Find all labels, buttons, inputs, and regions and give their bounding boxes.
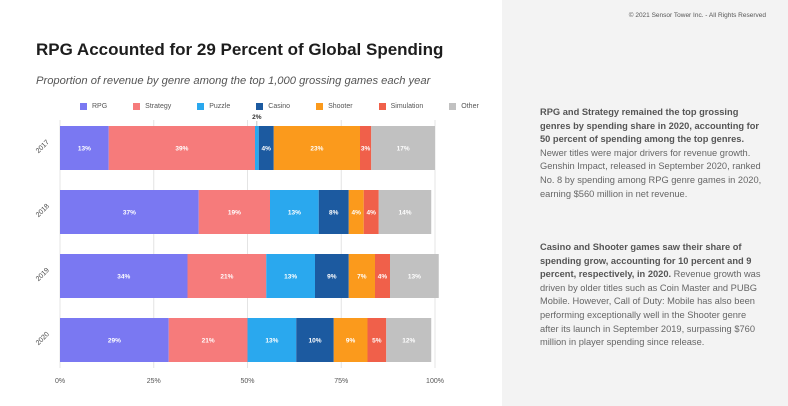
bar-segment-rpg-2017 [60,126,109,170]
legend-item-shooter: Shooter [316,102,353,110]
data-label: 9% [327,274,337,281]
data-label: 4% [378,274,388,281]
legend-swatch [133,102,141,110]
legend-label: Casino [268,102,291,110]
legend-label: Puzzle [209,102,231,110]
data-label: 29% [108,338,121,345]
bar-segment-simulation-2018 [363,190,379,234]
paragraph-2-highlight: Casino and Shooter games saw their share… [540,242,752,280]
legend-swatch [256,102,264,110]
data-label: 23% [310,146,323,153]
y-tick-label: 2019 [35,267,51,283]
legend-item-strategy: Strategy [133,102,172,110]
bar-segment-casino-2017 [258,126,274,170]
legend-swatch [80,102,87,110]
data-label: 12% [402,338,415,345]
legend-label: Other [461,102,479,110]
legend-item-simulation: Simulation [378,102,424,110]
data-label: 3% [361,146,371,153]
chart-panel: RPG Accounted for 29 Percent of Global S… [34,40,479,385]
data-label: 4% [352,210,362,217]
bar-segment-other-2017 [371,126,435,170]
bar-segment-rpg-2018 [60,190,199,234]
y-tick-label: 2020 [35,331,51,347]
legend-swatch [449,102,457,110]
data-label: 34% [117,274,130,281]
bar-segment-simulation-2020 [367,318,387,362]
data-label: 13% [288,210,301,217]
bar-segment-puzzle-2020 [247,318,297,362]
data-label: 21% [202,338,215,345]
bar-segment-shooter-2017 [273,126,360,170]
paragraph-1-body: Newer titles were major drivers for reve… [540,147,762,199]
y-tick-label: 2018 [35,203,51,219]
bar-segment-simulation-2017 [360,126,372,170]
data-label: 13% [284,274,297,281]
data-label: 13% [265,338,278,345]
bar-segment-casino-2020 [296,318,334,362]
bar-segment-puzzle-2018 [270,190,319,234]
bar-segment-strategy-2019 [187,254,267,298]
x-tick-label: 0% [55,378,65,385]
commentary-paragraph-1: RPG and Strategy remained the top grossi… [540,106,764,201]
paragraph-1-highlight: RPG and Strategy remained the top grossi… [540,107,760,145]
legend-label: RPG [92,102,108,110]
copyright-text: © 2021 Sensor Tower Inc. - All Rights Re… [628,12,766,19]
bar-segment-shooter-2018 [348,190,364,234]
bar-segment-strategy-2018 [198,190,270,234]
bar-segment-rpg-2020 [60,318,169,362]
data-label: 19% [228,210,241,217]
chart-legend: RPG Strategy Puzzle Casino Shooter Simulation… [80,101,479,111]
commentary-paragraph-2: Casino and Shooter games saw their share… [540,241,764,350]
commentary-panel: © 2021 Sensor Tower Inc. - All Rights Re… [502,0,788,406]
data-label: 37% [123,210,136,217]
chart-subtitle: Proportion of revenue by genre among the… [36,75,431,87]
data-label: 13% [408,274,421,281]
data-label: 13% [78,146,91,153]
bar-segment-simulation-2019 [375,254,390,298]
bar-segment-rpg-2019 [60,254,188,298]
x-tick-label: 100% [426,378,444,385]
bar-segment-puzzle-2019 [266,254,315,298]
legend-item-rpg: RPG [80,102,108,110]
annotation-label: 2% [252,114,262,121]
bar-segment-other-2018 [378,190,432,234]
data-label: 14% [398,210,411,217]
bar-segment-casino-2018 [318,190,349,234]
legend-swatch [378,102,386,110]
legend-item-casino: Casino [256,102,291,110]
x-tick-label: 50% [240,378,254,385]
data-label: 7% [357,274,367,281]
bar-segment-casino-2019 [315,254,349,298]
y-tick-label: 2017 [35,139,51,155]
bar-segment-shooter-2020 [333,318,368,362]
legend-label: Shooter [328,102,353,110]
data-label: 5% [372,338,382,345]
data-label: 8% [329,210,339,217]
bar-segment-strategy-2020 [168,318,248,362]
data-label: 17% [397,146,410,153]
data-label: 21% [220,274,233,281]
bar-segment-other-2019 [390,254,439,298]
legend-swatch [197,102,205,110]
legend-swatch [316,102,324,110]
data-label: 4% [262,146,272,153]
bar-segment-shooter-2019 [348,254,375,298]
data-label: 10% [308,338,321,345]
legend-label: Simulation [390,102,424,110]
bar-segment-puzzle-2017 [255,126,259,170]
bar-segment-strategy-2017 [108,126,255,170]
legend-item-puzzle: Puzzle [197,102,231,110]
legend-label: Strategy [145,102,172,110]
stacked-bar-chart: 0% 25% 50% 75% 100% 2017 13% 39% 4% 23% 3% 17% 2018 3… [35,114,444,385]
x-tick-label: 25% [147,378,161,385]
chart-title: RPG Accounted for 29 Percent of Global S… [36,40,444,59]
x-tick-label: 75% [334,378,348,385]
data-label: 9% [346,338,356,345]
data-label: 4% [367,210,377,217]
paragraph-2-body: Revenue growth was driven by older title… [540,269,761,348]
legend-item-other: Other [449,102,479,110]
bar-segment-other-2020 [386,318,432,362]
data-label: 39% [175,146,188,153]
